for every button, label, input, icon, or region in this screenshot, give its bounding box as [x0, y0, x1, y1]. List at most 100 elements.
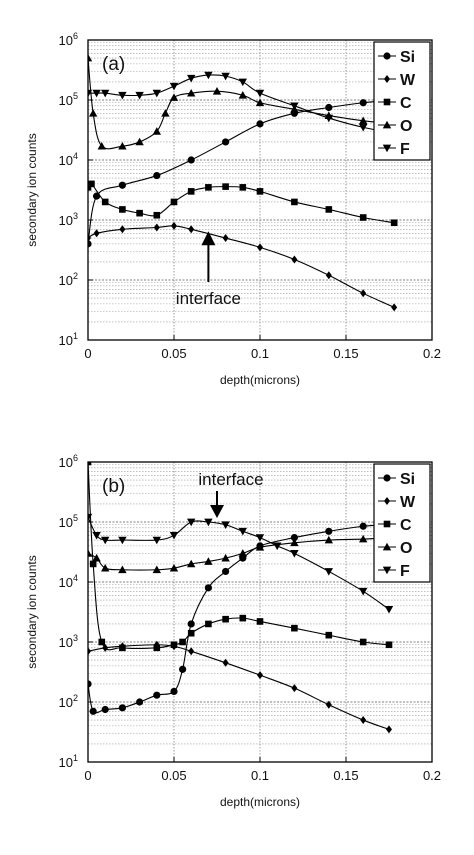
- annotation: interface: [198, 470, 264, 518]
- y-tick-label: 105: [59, 91, 78, 108]
- data-point: [273, 542, 282, 551]
- y-tick-label: 105: [59, 513, 78, 530]
- legend-box: [373, 41, 431, 161]
- x-tick-label: 0.15: [333, 346, 358, 361]
- data-point: [179, 638, 186, 646]
- data-point: [205, 620, 212, 628]
- data-point: [222, 615, 229, 623]
- y-tick-label: 102: [59, 271, 78, 288]
- legend-label-C: C: [400, 517, 412, 534]
- data-point: [89, 560, 97, 568]
- data-point: [390, 219, 398, 227]
- data-point: [360, 289, 367, 298]
- data-point: [119, 206, 126, 213]
- data-point: [239, 184, 247, 191]
- y-tick-base: 10: [59, 755, 73, 770]
- y-tick-base: 10: [59, 695, 73, 710]
- x-tick-label: 0.15: [333, 768, 358, 783]
- data-point: [239, 614, 247, 622]
- y-tick-exponent: 1: [73, 753, 78, 763]
- data-point: [290, 550, 299, 558]
- data-point: [360, 716, 367, 725]
- data-point: [382, 144, 392, 153]
- y-tick-label: 101: [59, 753, 78, 770]
- data-point: [136, 698, 144, 706]
- data-point: [221, 553, 230, 562]
- data-point: [119, 225, 126, 234]
- data-point: [118, 181, 126, 189]
- y-tick-exponent: 1: [73, 331, 78, 341]
- data-point: [256, 188, 264, 195]
- y-tick-base: 10: [59, 153, 73, 168]
- data-point: [88, 647, 91, 656]
- x-tick-label: 0.1: [251, 346, 269, 361]
- data-point: [170, 641, 178, 649]
- series-O: [88, 533, 394, 574]
- y-tick-exponent: 5: [73, 91, 78, 101]
- data-point: [135, 137, 144, 146]
- data-point: [238, 527, 247, 536]
- data-point: [187, 559, 196, 568]
- y-tick-base: 10: [59, 93, 73, 108]
- series-Si: [88, 521, 393, 715]
- data-point: [238, 549, 247, 557]
- legend-label-F: F: [400, 141, 410, 158]
- data-point: [391, 303, 398, 312]
- data-point: [118, 141, 127, 150]
- series-W: [88, 221, 398, 312]
- data-point: [382, 566, 392, 575]
- y-tick-base: 10: [59, 33, 73, 48]
- data-point: [98, 638, 106, 646]
- data-point: [384, 497, 390, 505]
- data-point: [161, 109, 170, 117]
- y-tick-base: 10: [59, 575, 73, 590]
- chart-panel-b: 0 0.05 0.1 0.15 0.2101102103104105106depth(m…: [25, 453, 441, 809]
- y-tick-label: 106: [59, 31, 78, 48]
- panel-label: (b): [102, 476, 125, 497]
- data-point: [88, 53, 93, 62]
- data-point: [88, 680, 92, 688]
- data-point: [88, 180, 95, 188]
- series-F: [88, 513, 394, 614]
- data-point: [169, 93, 179, 101]
- data-point: [257, 243, 263, 252]
- annotation-arrowhead: [210, 505, 224, 518]
- chart-panel-a: 0 0.05 0.1 0.15 0.2101102103104105106depth(m…: [25, 31, 441, 387]
- x-tick-label: 0.05: [161, 768, 186, 783]
- data-point: [187, 620, 195, 628]
- data-point: [383, 520, 391, 528]
- data-point: [101, 705, 109, 714]
- x-tick-label: 0: [84, 768, 91, 783]
- data-point: [255, 98, 265, 107]
- data-point: [187, 74, 196, 83]
- series-line-F: [88, 517, 390, 610]
- data-point: [222, 567, 230, 576]
- annotation-text: interface: [176, 289, 241, 308]
- series-C: [88, 180, 398, 227]
- data-point: [92, 531, 101, 540]
- data-point: [118, 91, 127, 100]
- y-tick-exponent: 2: [73, 693, 78, 703]
- data-point: [169, 563, 179, 572]
- data-point: [88, 549, 93, 557]
- data-point: [238, 91, 247, 99]
- data-point: [187, 188, 195, 195]
- data-point: [153, 691, 161, 699]
- x-tick-label: 0: [84, 346, 91, 361]
- data-point: [257, 671, 263, 680]
- data-point: [187, 156, 195, 164]
- data-point: [136, 209, 143, 217]
- data-point: [222, 234, 229, 243]
- legend-label-W: W: [400, 494, 416, 511]
- data-point: [212, 87, 222, 95]
- data-point: [169, 82, 179, 91]
- data-point: [101, 89, 110, 98]
- data-point: [92, 553, 101, 562]
- data-point: [93, 229, 100, 238]
- annotation-text: interface: [198, 470, 263, 489]
- data-point: [325, 103, 333, 112]
- legend-label-Si: Si: [400, 49, 415, 66]
